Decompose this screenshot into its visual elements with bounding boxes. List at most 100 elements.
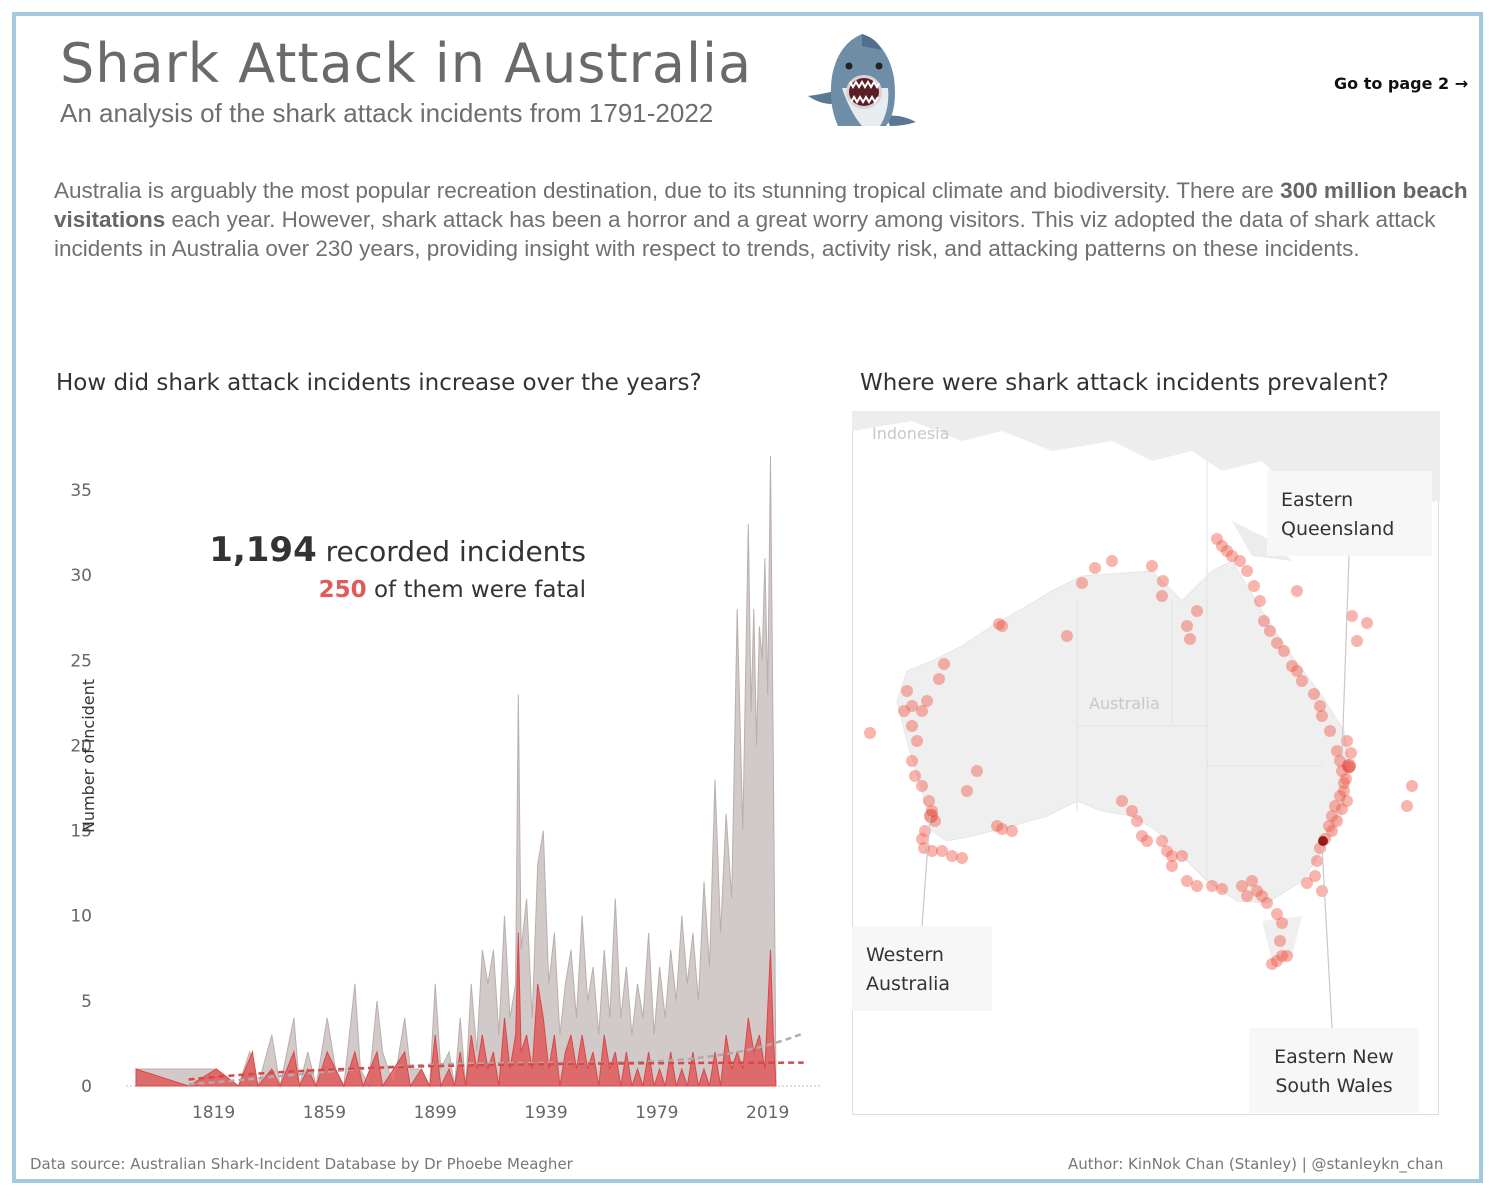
incident-point [1216,883,1228,895]
incident-point [1281,950,1293,962]
incident-point [1323,820,1335,832]
incident-point [1241,565,1253,577]
incident-point [1336,803,1348,815]
incident-point [1341,735,1353,747]
label-australia: Australia [1089,694,1160,713]
incident-point [1256,890,1268,902]
fatal-incidents-number: 250 [319,577,367,603]
total-incidents-text: recorded incidents [317,535,586,568]
incident-point [926,845,938,857]
fatal-incidents-annotation: 250 of them were fatal [319,577,586,603]
callout-box [1267,471,1432,556]
incident-point [1271,908,1283,920]
intro-paragraph: Australia is arguably the most popular r… [54,176,1474,263]
intro-text-1: Australia is arguably the most popular r… [54,178,1281,203]
incident-point [901,685,913,697]
incident-point [1116,795,1128,807]
incident-hotspot [1342,759,1356,773]
data-source-note: Data source: Australian Shark-Incident D… [30,1155,573,1173]
incident-point [1274,935,1286,947]
callout-label-line1: Eastern [1281,489,1353,511]
incident-point [1271,637,1283,649]
total-incidents-number: 1,194 [209,530,317,570]
incident-point [1131,815,1143,827]
incident-point [909,770,921,782]
incident-point [1191,880,1203,892]
incident-point [1338,777,1350,789]
incident-point [936,845,948,857]
incident-point [1276,950,1288,962]
incident-point [1166,850,1178,862]
incident-map: Indonesia Australia Eastern Queensland Weste… [852,411,1440,1115]
page-title: Shark Attack in Australia [60,32,753,95]
callout-leader-line [921,815,931,927]
incident-point [1329,800,1341,812]
incident-point [1351,635,1363,647]
incident-point [1156,590,1168,602]
incident-point [1076,577,1088,589]
go-to-page-2-link[interactable]: Go to page 2 → [1334,74,1469,93]
incident-point [1234,555,1246,567]
incident-point [1314,700,1326,712]
x-tick-label: 2019 [746,1103,789,1123]
incident-point [1338,785,1350,797]
callout-label-line1: Western [866,944,944,966]
map-question: Where were shark attack incidents preval… [860,370,1389,396]
y-tick-label: 10 [70,907,92,927]
series-area-fatal [135,932,777,1088]
incident-point [1146,560,1158,572]
callout-box [852,926,992,1011]
incident-hotspot [1318,836,1328,846]
incident-point [991,820,1003,832]
incident-point [993,618,1005,630]
incident-point [1181,875,1193,887]
incident-point [1286,660,1298,672]
incident-point [1361,617,1373,629]
incident-point [906,755,918,767]
incident-point [1226,550,1238,562]
incident-point [1401,800,1413,812]
incident-point [1346,610,1358,622]
callout-label-line2: Queensland [1281,518,1394,540]
intro-text-2: each year. However, shark attack has bee… [54,207,1436,261]
incident-point [1341,795,1353,807]
tasmania-landmass [1262,916,1302,961]
incident-point [864,727,876,739]
incident-point [1136,830,1148,842]
dashboard-frame: Shark Attack in Australia An analysis of… [12,12,1483,1183]
y-tick-label: 0 [81,1077,92,1097]
incident-point [1251,885,1263,897]
incidents-chart: 0 5 10 15 20 25 30 35 1819 1859 1899 1939 1979 2019 Nu… [70,455,821,1123]
incident-point [1141,835,1153,847]
incident-point [933,673,945,685]
x-tick-label: 1979 [635,1103,678,1123]
incident-point [1316,885,1328,897]
callout-label-line1: Eastern New [1274,1046,1394,1068]
incident-point [919,825,931,837]
incident-point [1184,633,1196,645]
incident-point [906,700,918,712]
incident-point [923,795,935,807]
x-tick-label: 1819 [192,1103,235,1123]
incident-point [1006,825,1018,837]
incident-point [1296,675,1308,687]
shark-icon [808,34,916,126]
series-area-incidents [135,455,777,1088]
y-tick-label: 20 [70,736,92,756]
trendline-incidents [188,1031,805,1086]
total-incidents-annotation: 1,194 recorded incidents [209,530,586,570]
author-credit: Author: KinNok Chan (Stanley) | @stanley… [1068,1155,1444,1173]
chart-question: How did shark attack incidents increase … [56,370,702,396]
incident-point [906,720,918,732]
y-tick-label: 5 [81,992,92,1012]
incident-point [946,850,958,862]
incident-point [916,705,928,717]
incident-point [1406,780,1418,792]
x-tick-label: 1899 [414,1103,457,1123]
label-indonesia: Indonesia [872,424,949,443]
incident-point [1316,710,1328,722]
incident-point [916,833,928,845]
incident-point [971,765,983,777]
incident-point [921,695,933,707]
incident-point [1157,575,1169,587]
